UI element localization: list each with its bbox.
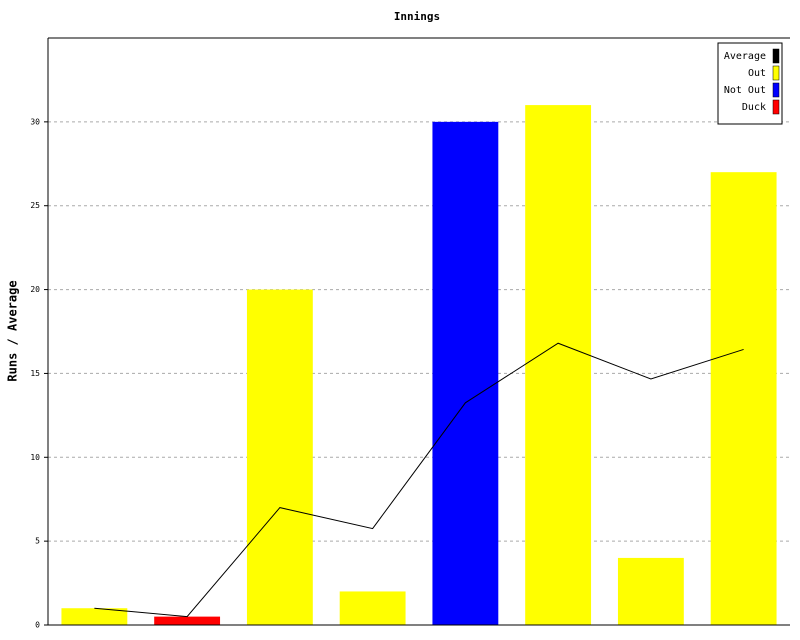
y-axis-label: Runs / Average xyxy=(6,280,20,381)
bar xyxy=(246,289,313,625)
bar xyxy=(154,616,221,625)
grid: 0 5 10 15 20 25 30 xyxy=(30,117,790,630)
chart-title: Innings xyxy=(394,10,440,23)
bar xyxy=(710,172,777,625)
bar xyxy=(61,608,128,625)
bar xyxy=(617,557,684,625)
legend-swatch xyxy=(772,48,780,64)
legend-label: Duck xyxy=(742,102,766,113)
y-tick-label: 20 xyxy=(30,285,40,294)
bar xyxy=(525,105,592,626)
legend-swatch xyxy=(772,99,780,115)
legend-swatch xyxy=(772,82,780,98)
bar xyxy=(432,121,499,625)
bar xyxy=(339,591,406,625)
y-tick-label: 25 xyxy=(30,201,40,210)
legend: Average Out Not Out Duck xyxy=(717,42,783,125)
legend-label: Not Out xyxy=(724,85,766,96)
legend-label: Out xyxy=(748,68,766,79)
y-tick-label: 5 xyxy=(35,537,40,546)
bars xyxy=(61,105,777,626)
legend-label: Average xyxy=(724,51,766,62)
y-tick-label: 0 xyxy=(35,621,40,630)
average-line xyxy=(94,342,744,618)
y-tick-label: 30 xyxy=(30,117,40,126)
legend-box xyxy=(717,42,783,125)
legend-swatch xyxy=(772,65,780,81)
y-tick-label: 10 xyxy=(30,453,40,462)
y-tick-label: 15 xyxy=(30,369,40,378)
